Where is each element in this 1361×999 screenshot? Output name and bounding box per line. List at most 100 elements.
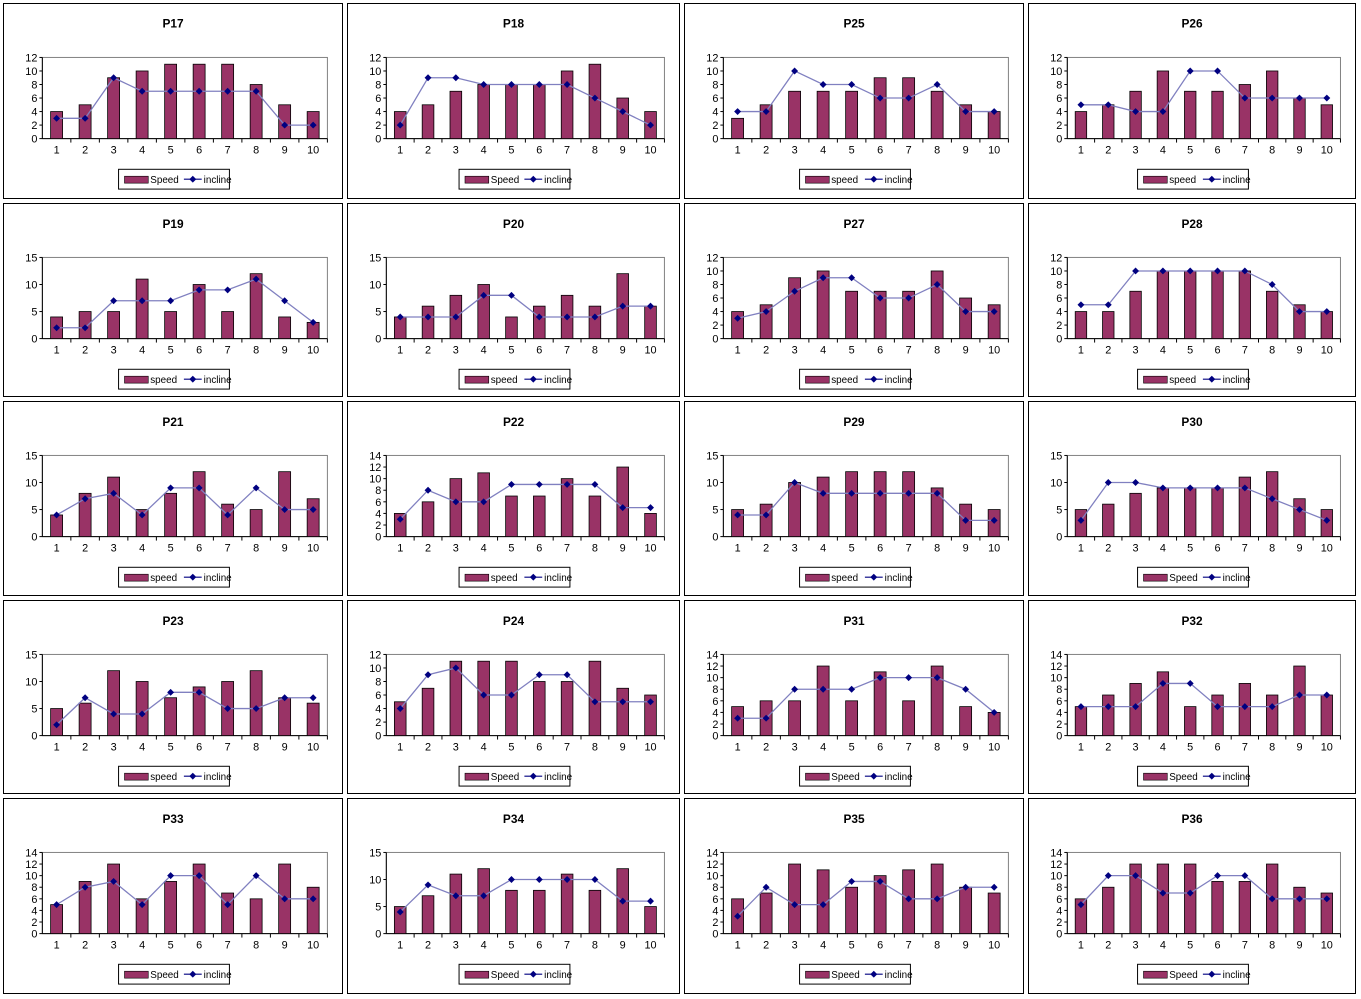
speed-bar xyxy=(107,476,120,538)
x-tick-label: 3 xyxy=(1133,144,1139,156)
speed-bar xyxy=(306,886,320,935)
y-tick-label: 2 xyxy=(712,320,718,332)
y-tick-label: 0 xyxy=(1056,532,1062,544)
x-tick-label: 5 xyxy=(1187,939,1193,951)
speed-bar xyxy=(1293,304,1306,339)
x-tick-label: 6 xyxy=(877,741,883,753)
speed-bar xyxy=(1102,311,1115,339)
y-tick-label: 15 xyxy=(706,450,718,462)
incline-marker xyxy=(848,877,856,885)
speed-bar xyxy=(393,906,407,935)
speed-bar xyxy=(1320,892,1333,935)
x-tick-label: 3 xyxy=(453,939,459,951)
incline-marker xyxy=(309,121,317,129)
incline-marker xyxy=(647,504,654,512)
incline-marker xyxy=(1323,94,1331,102)
chart-panel-p24: P24 0 2 4 6 8 10 12 1 2 3 4 5 6 7 8 9 10 Speed incline xyxy=(347,600,680,794)
y-tick-label: 10 xyxy=(369,474,381,486)
x-tick-label: 3 xyxy=(792,144,798,156)
legend-speed-label: Speed xyxy=(150,175,179,186)
legend-incline-marker xyxy=(870,772,878,780)
chart-title: P20 xyxy=(503,217,525,231)
x-tick-label: 8 xyxy=(934,542,940,554)
x-tick-label: 2 xyxy=(1105,344,1111,356)
x-tick-label: 6 xyxy=(1215,144,1221,156)
incline-marker xyxy=(1132,479,1140,486)
y-tick-label: 4 xyxy=(375,704,381,716)
speed-bar xyxy=(533,305,546,339)
chart-svg: P23 0 5 10 15 1 2 3 4 5 6 7 8 9 10 speed incline xyxy=(25,614,328,787)
x-tick-label: 6 xyxy=(536,939,542,951)
incline-marker xyxy=(933,674,941,682)
incline-marker xyxy=(990,883,998,891)
x-tick-label: 4 xyxy=(139,542,145,554)
y-tick-label: 12 xyxy=(25,859,37,871)
y-tick-label: 10 xyxy=(25,477,37,489)
speed-bar xyxy=(1156,487,1170,538)
x-tick-label: 5 xyxy=(508,144,514,156)
legend-box xyxy=(458,168,571,190)
incline-marker xyxy=(195,484,203,492)
x-tick-label: 9 xyxy=(963,542,969,554)
incline-marker xyxy=(1104,479,1112,486)
y-tick-label: 2 xyxy=(1056,120,1062,132)
legend-speed-swatch xyxy=(464,573,490,582)
y-tick-label: 14 xyxy=(706,847,718,859)
incline-marker xyxy=(224,705,232,713)
y-tick-label: 6 xyxy=(1056,93,1062,105)
x-tick-label: 2 xyxy=(425,144,431,156)
incline-line xyxy=(56,278,314,329)
incline-line xyxy=(56,874,314,906)
legend-box xyxy=(799,963,911,985)
speed-bar xyxy=(164,697,178,736)
x-tick-label: 7 xyxy=(564,741,570,753)
legend-incline-marker xyxy=(529,772,537,780)
incline-marker xyxy=(734,108,742,116)
y-tick-label: 12 xyxy=(369,649,381,661)
y-tick-label: 4 xyxy=(375,107,381,119)
incline-marker xyxy=(424,74,432,82)
incline-marker xyxy=(933,895,941,903)
speed-bar xyxy=(249,670,263,736)
x-tick-label: 7 xyxy=(1242,741,1248,753)
incline-marker xyxy=(281,121,289,129)
incline-marker xyxy=(619,897,627,905)
chart-panel-p28: P28 0 2 4 6 8 10 12 1 2 3 4 5 6 7 8 9 10 speed incline xyxy=(1028,203,1356,397)
x-tick-label: 10 xyxy=(307,741,319,753)
y-tick-label: 4 xyxy=(712,707,718,719)
speed-bar xyxy=(421,305,435,339)
x-tick-label: 4 xyxy=(820,542,826,554)
legend-box xyxy=(799,566,911,588)
legend-box xyxy=(1137,765,1249,787)
speed-bar xyxy=(759,892,773,935)
incline-marker xyxy=(195,87,203,95)
legend-speed-label: speed xyxy=(150,375,177,386)
speed-bar xyxy=(1184,270,1197,339)
incline-marker xyxy=(990,708,998,716)
x-tick-label: 4 xyxy=(1160,344,1166,356)
speed-bar xyxy=(873,290,887,339)
incline-marker xyxy=(224,511,232,519)
incline-marker xyxy=(1186,484,1194,492)
x-tick-label: 5 xyxy=(849,939,855,951)
chart-panel-p21: P21 0 5 10 15 1 2 3 4 5 6 7 8 9 10 speed incline xyxy=(3,401,343,596)
incline-marker xyxy=(1241,703,1249,711)
incline-marker xyxy=(1268,895,1276,903)
speed-bar xyxy=(588,495,602,538)
y-tick-label: 10 xyxy=(369,663,381,675)
speed-bar xyxy=(449,90,463,140)
chart-svg: P30 0 5 10 15 1 2 3 4 5 6 7 8 9 10 Speed incline xyxy=(1050,415,1341,588)
x-tick-label: 10 xyxy=(1321,542,1333,554)
y-tick-label: 6 xyxy=(375,93,381,105)
speed-bar xyxy=(192,63,206,140)
legend-speed-swatch xyxy=(124,970,149,979)
y-tick-label: 10 xyxy=(25,871,37,883)
incline-marker xyxy=(224,286,232,294)
chart-title: P30 xyxy=(1181,415,1203,429)
speed-bar xyxy=(1102,104,1115,140)
y-tick-label: 0 xyxy=(1056,334,1062,346)
x-tick-label: 8 xyxy=(592,344,598,356)
incline-marker xyxy=(1186,67,1194,75)
chart-panel-p34: P34 0 5 10 15 1 2 3 4 5 6 7 8 9 10 Speed incline xyxy=(347,798,680,994)
